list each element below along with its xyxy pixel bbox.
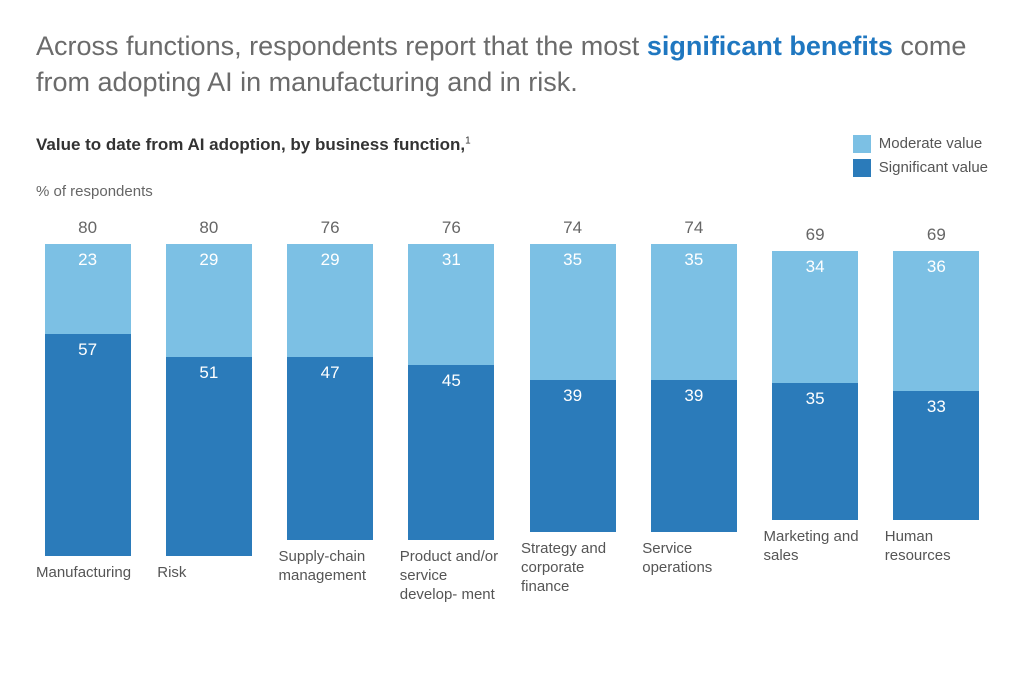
bar-wrap: 80 5723 (36, 218, 139, 556)
swatch-significant (853, 159, 871, 177)
stacked-bar: 3534 (772, 251, 858, 520)
bar-wrap: 69 3336 (885, 218, 988, 520)
swatch-moderate (853, 135, 871, 153)
bar-segment-significant: 39 (530, 380, 616, 532)
bar-group: 693336Human resources (885, 218, 988, 608)
bar-category-label: Manufacturing (36, 564, 139, 644)
bar-group: 764531Product and/or service develop- me… (400, 218, 503, 608)
bar-wrap: 76 4531 (400, 218, 503, 540)
stacked-bar: 3935 (651, 244, 737, 533)
bar-segment-significant: 57 (45, 334, 131, 556)
title-pre: Across functions, respondents report tha… (36, 31, 647, 61)
stacked-bar: 5723 (45, 244, 131, 556)
bar-total-label: 76 (442, 218, 461, 238)
bar-segment-significant: 51 (166, 357, 252, 556)
stacked-bar: 4729 (287, 244, 373, 540)
bar-segment-significant: 33 (893, 391, 979, 520)
bar-wrap: 69 3534 (764, 218, 867, 520)
stacked-bar: 3935 (530, 244, 616, 533)
bar-category-label: Product and/or service develop- ment (400, 548, 503, 628)
bar-group: 764729Supply-chain management (279, 218, 382, 608)
bar-wrap: 74 3935 (642, 218, 745, 533)
bar-wrap: 74 3935 (521, 218, 624, 533)
bar-total-label: 76 (321, 218, 340, 238)
stacked-bar: 4531 (408, 244, 494, 540)
stacked-bar-chart: 805723Manufacturing805129Risk764729Suppl… (36, 218, 988, 608)
bar-segment-moderate: 29 (166, 244, 252, 357)
bar-category-label: Risk (157, 564, 260, 644)
stacked-bar: 5129 (166, 244, 252, 556)
bar-group: 693534Marketing and sales (764, 218, 867, 608)
legend: Moderate value Significant value (853, 135, 988, 177)
bar-total-label: 74 (563, 218, 582, 238)
bar-category-label: Human resources (885, 528, 988, 608)
subtitle-text: Value to date from AI adoption, by busin… (36, 135, 465, 154)
bar-wrap: 76 4729 (279, 218, 382, 540)
legend-significant-label: Significant value (879, 159, 988, 176)
legend-moderate: Moderate value (853, 135, 988, 153)
bar-total-label: 80 (78, 218, 97, 238)
bar-category-label: Marketing and sales (764, 528, 867, 608)
title-highlight: significant benefits (647, 31, 893, 61)
legend-moderate-label: Moderate value (879, 135, 982, 152)
bar-group: 743935Service operations (642, 218, 745, 608)
bar-segment-moderate: 36 (893, 251, 979, 391)
subhead-row: Value to date from AI adoption, by busin… (36, 135, 988, 177)
bar-segment-moderate: 31 (408, 244, 494, 365)
bar-group: 805129Risk (157, 218, 260, 608)
bar-segment-significant: 45 (408, 365, 494, 541)
bar-total-label: 80 (199, 218, 218, 238)
subtitle-sup: 1 (465, 135, 471, 146)
bar-group: 743935Strategy and corporate finance (521, 218, 624, 608)
bar-group: 805723Manufacturing (36, 218, 139, 608)
bar-segment-significant: 47 (287, 357, 373, 540)
stacked-bar: 3336 (893, 251, 979, 520)
bar-total-label: 69 (927, 225, 946, 245)
bar-segment-significant: 39 (651, 380, 737, 532)
bar-category-label: Service operations (642, 540, 745, 620)
bar-wrap: 80 5129 (157, 218, 260, 556)
bar-segment-moderate: 34 (772, 251, 858, 384)
bar-segment-significant: 35 (772, 383, 858, 520)
unit-label: % of respondents (36, 183, 988, 200)
chart-subtitle: Value to date from AI adoption, by busin… (36, 135, 471, 155)
bar-segment-moderate: 35 (651, 244, 737, 381)
legend-significant: Significant value (853, 159, 988, 177)
bar-segment-moderate: 35 (530, 244, 616, 381)
bar-total-label: 69 (806, 225, 825, 245)
page-title: Across functions, respondents report tha… (36, 28, 988, 101)
page-root: Across functions, respondents report tha… (0, 0, 1024, 693)
bar-total-label: 74 (684, 218, 703, 238)
bar-category-label: Strategy and corporate finance (521, 540, 624, 620)
bar-category-label: Supply-chain management (279, 548, 382, 628)
bar-segment-moderate: 23 (45, 244, 131, 334)
bar-segment-moderate: 29 (287, 244, 373, 357)
